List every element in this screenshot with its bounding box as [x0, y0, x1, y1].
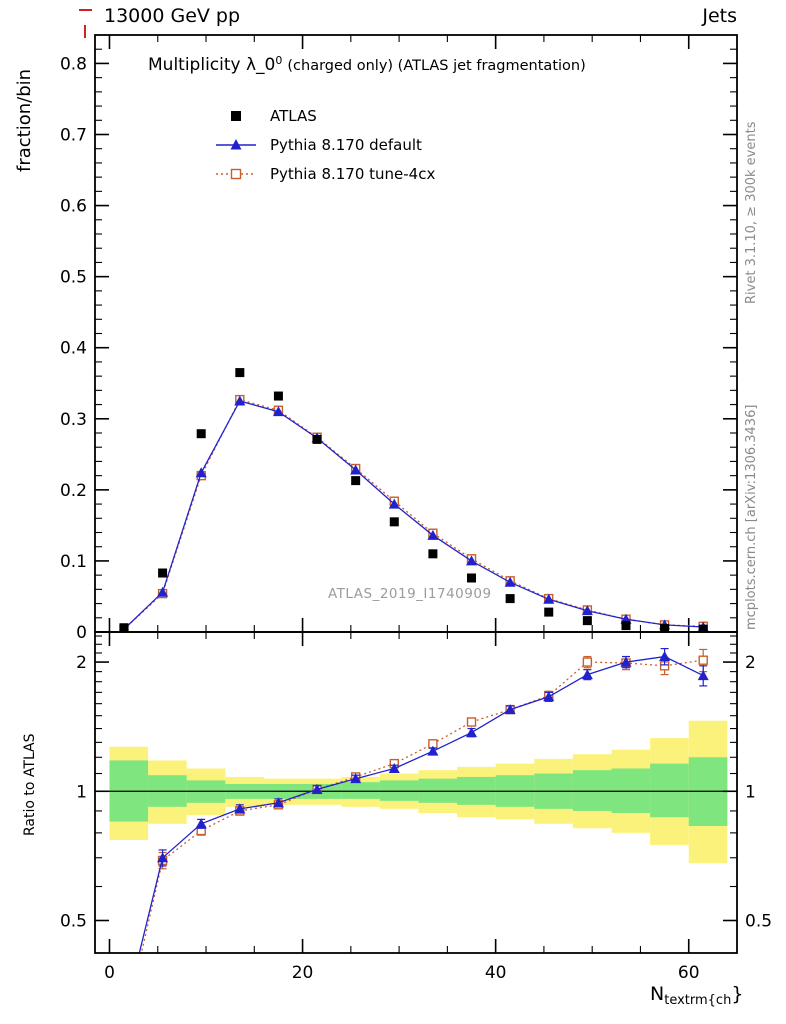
uncertainty-bands — [95, 720, 737, 864]
svg-text:60: 60 — [678, 963, 700, 983]
legend: ATLAS Pythia 8.170 default Pythia 8.170 … — [214, 101, 435, 188]
legend-item-pythia-default: Pythia 8.170 default — [214, 130, 435, 159]
svg-text:0.2: 0.2 — [60, 481, 87, 501]
x-axis-title-sub: textrm{ch — [664, 993, 732, 1009]
mcplots-citation-note: mcplots.cern.ch [arXiv:1306.3436] — [744, 404, 759, 630]
atlas-marker-icon — [231, 110, 241, 121]
svg-text:20: 20 — [292, 963, 314, 983]
legend-label: ATLAS — [270, 106, 317, 125]
svg-text:0.5: 0.5 — [60, 268, 87, 288]
svg-text:0: 0 — [76, 623, 87, 643]
top-panel-series — [119, 368, 709, 632]
svg-text:0.1: 0.1 — [60, 552, 87, 572]
x-axis-title-close: } — [731, 983, 744, 1005]
rivet-version-note: Rivet 3.1.10, ≥ 300k events — [744, 121, 759, 304]
ratio-panel-series — [138, 647, 709, 953]
svg-text:1: 1 — [745, 782, 756, 802]
legend-item-pythia-tune4cx: Pythia 8.170 tune-4cx — [214, 159, 435, 188]
svg-text:0.8: 0.8 — [60, 54, 87, 74]
beam-energy-label: 13000 GeV pp — [104, 5, 241, 27]
corner-marker-v-icon — [84, 25, 86, 38]
legend-item-atlas: ATLAS — [214, 101, 435, 130]
legend-label: Pythia 8.170 default — [270, 135, 422, 154]
svg-text:0.4: 0.4 — [60, 339, 87, 359]
pythia-tune4cx-marker-icon — [216, 168, 256, 179]
svg-text:0.5: 0.5 — [745, 911, 772, 931]
top-y-axis-title: fraction/bin — [14, 68, 35, 172]
svg-text:0.5: 0.5 — [60, 911, 87, 931]
pythia-default-marker-icon — [216, 138, 256, 149]
legend-label: Pythia 8.170 tune-4cx — [270, 164, 436, 183]
svg-text:2: 2 — [76, 653, 87, 673]
svg-text:0.6: 0.6 — [60, 197, 87, 217]
analysis-id-watermark: ATLAS_2019_I1740909 — [328, 586, 492, 602]
svg-text:40: 40 — [485, 963, 507, 983]
svg-text:1: 1 — [76, 782, 87, 802]
svg-text:0.3: 0.3 — [60, 410, 87, 430]
svg-text:0: 0 — [104, 963, 115, 983]
plot-title-qualifier: (charged only) (ATLAS jet fragmentation) — [287, 58, 586, 74]
ratio-y-axis-title: Ratio to ATLAS — [22, 733, 38, 836]
corner-marker-h-icon — [79, 9, 92, 11]
plot-title-superscript: 0 — [275, 54, 283, 67]
process-label: Jets — [702, 5, 737, 27]
plot-title: Multiplicity λ_00 (charged only) (ATLAS j… — [148, 54, 586, 75]
x-axis-title: Ntextrm{ch} — [650, 983, 743, 1008]
plot-title-main: Multiplicity λ_0 — [148, 55, 276, 75]
svg-text:2: 2 — [745, 653, 756, 673]
svg-text:0.7: 0.7 — [60, 126, 87, 146]
x-axis-title-main: N — [650, 983, 665, 1005]
